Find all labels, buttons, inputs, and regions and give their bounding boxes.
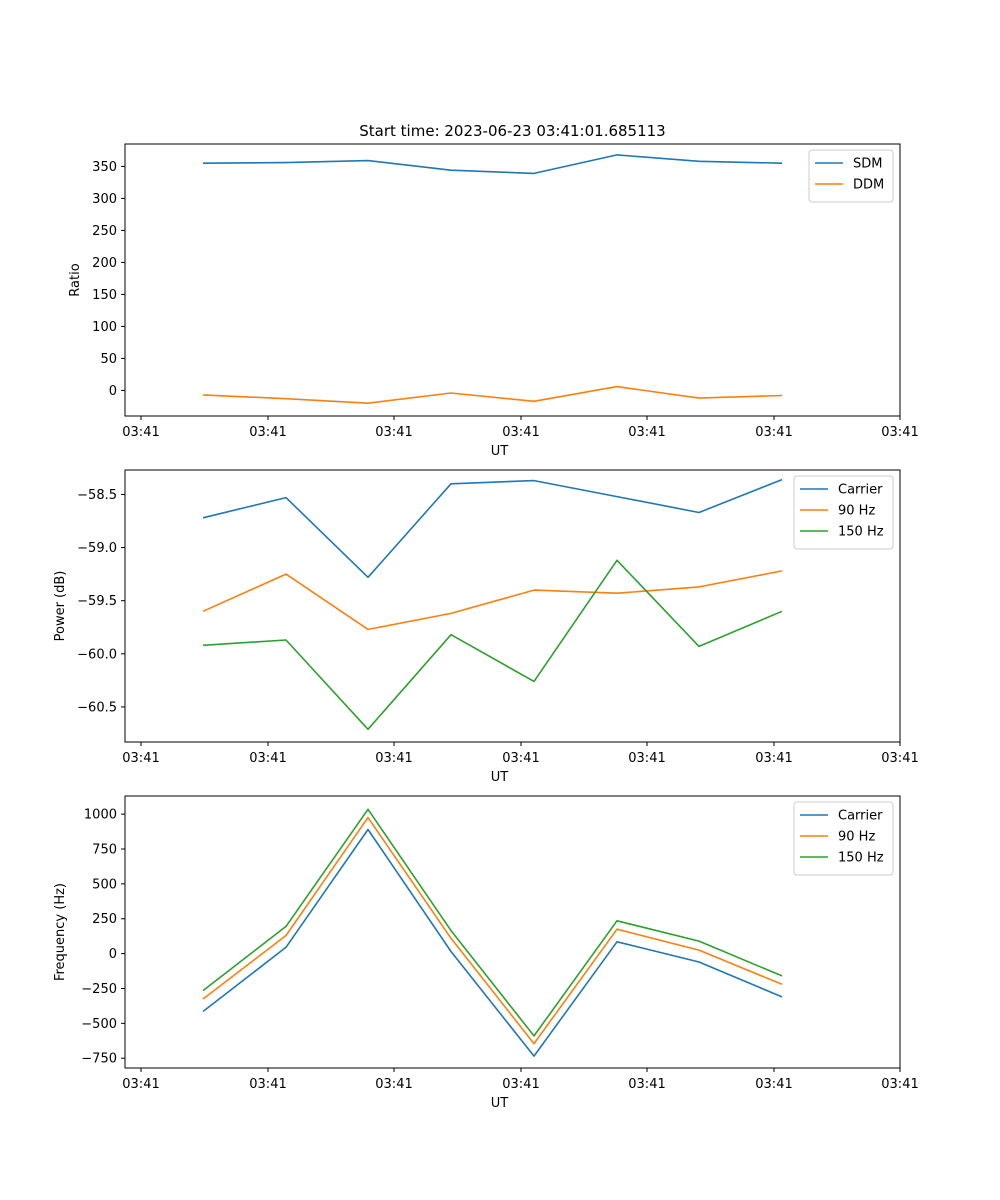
y-tick-label: 750 [92, 843, 117, 858]
legend-label: SDM [853, 157, 882, 172]
series-line-150-hz [202, 559, 783, 731]
y-tick-label: −59.5 [77, 594, 117, 609]
y-axis-label: Ratio [68, 263, 83, 296]
series-line-150-hz [202, 808, 783, 1037]
x-tick-label: 03:41 [502, 1077, 539, 1092]
x-tick-label: 03:41 [881, 751, 918, 766]
x-tick-label: 03:41 [628, 1077, 665, 1092]
legend: Carrier 90 Hz 150 Hz [793, 801, 894, 876]
y-tick-label: 250 [92, 912, 117, 927]
x-axis-label: UT [491, 1096, 509, 1111]
y-tick-label: 200 [92, 256, 117, 271]
chart-panel-3: −750 −500 −250 0 250 500 750 1000 03:41 03:41 03:4… [53, 795, 919, 1111]
x-axis-label: UT [491, 444, 509, 459]
y-tick-label: −58.5 [77, 488, 117, 503]
x-tick-label: 03:41 [502, 425, 539, 440]
y-tick-label: 1000 [84, 808, 117, 823]
x-tick-label: 03:41 [122, 751, 159, 766]
y-tick-label: 250 [92, 224, 117, 239]
x-tick-label: 03:41 [249, 751, 286, 766]
y-tick-label: −60.0 [77, 647, 117, 662]
series-line-carrier [202, 478, 783, 579]
y-tick-label: −500 [81, 1017, 117, 1032]
y-tick-label: 100 [92, 320, 117, 335]
series-line-sdm [202, 154, 783, 175]
x-tick-label: 03:41 [755, 425, 792, 440]
figure-title: Start time: 2023-06-23 03:41:01.685113 [359, 122, 665, 140]
legend: Carrier 90 Hz 150 Hz [793, 475, 894, 550]
legend-label: 150 Hz [838, 851, 884, 866]
y-tick-label: 500 [92, 877, 117, 892]
x-tick-label: 03:41 [881, 1077, 918, 1092]
x-tick-label: 03:41 [755, 751, 792, 766]
y-axis-label: Frequency (Hz) [53, 883, 68, 981]
series-line-ddm [202, 385, 783, 405]
chart-panel-1: 0 50 100 150 200 250 300 350 03:41 03:41 03:41 03:4… [68, 143, 919, 459]
series-line-carrier [202, 828, 783, 1057]
y-tick-label: 0 [109, 947, 117, 962]
legend-label: 90 Hz [838, 504, 875, 519]
legend-label: DDM [853, 178, 884, 193]
axes-frame [124, 143, 901, 417]
series-line-90-hz [202, 570, 783, 631]
y-tick-label: 0 [109, 384, 117, 399]
x-tick-label: 03:41 [502, 751, 539, 766]
y-tick-label: 350 [92, 160, 117, 175]
y-tick-label: −59.0 [77, 541, 117, 556]
x-tick-label: 03:41 [122, 1077, 159, 1092]
x-tick-label: 03:41 [375, 1077, 412, 1092]
x-tick-label: 03:41 [628, 425, 665, 440]
legend-label: Carrier [838, 483, 883, 498]
x-tick-label: 03:41 [881, 425, 918, 440]
chart-panel-2: −60.5 −60.0 −59.5 −59.0 −58.5 03:41 03:41 03:41… [53, 469, 919, 785]
axes-frame [124, 795, 901, 1069]
y-tick-label: 150 [92, 288, 117, 303]
series-line-90-hz [202, 816, 783, 1045]
x-axis-label: UT [491, 770, 509, 785]
y-tick-label: 300 [92, 192, 117, 207]
legend-label: 150 Hz [838, 525, 884, 540]
axes-frame [124, 469, 901, 743]
y-tick-label: −60.5 [77, 700, 117, 715]
y-tick-label: −750 [81, 1052, 117, 1067]
x-tick-label: 03:41 [375, 425, 412, 440]
legend: SDM DDM [808, 149, 894, 203]
legend-label: Carrier [838, 809, 883, 824]
x-tick-label: 03:41 [249, 425, 286, 440]
x-tick-label: 03:41 [755, 1077, 792, 1092]
legend-label: 90 Hz [838, 830, 875, 845]
x-tick-label: 03:41 [375, 751, 412, 766]
y-tick-label: 50 [100, 352, 117, 367]
y-axis-label: Power (dB) [53, 571, 68, 642]
x-tick-label: 03:41 [122, 425, 159, 440]
y-tick-label: −250 [81, 982, 117, 997]
x-tick-label: 03:41 [628, 751, 665, 766]
x-tick-label: 03:41 [249, 1077, 286, 1092]
